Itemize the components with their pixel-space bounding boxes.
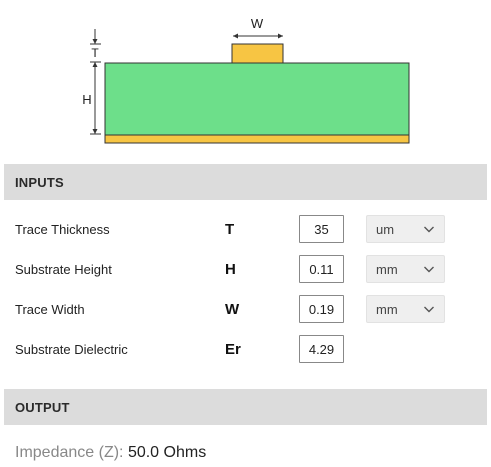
thickness-arrow-down [92,39,98,44]
height-dimension-label: H [82,92,91,107]
input-row-trace-width: Trace Width W mm [0,295,491,325]
substrate-height-symbol: H [225,261,236,278]
substrate-height-unit-select[interactable]: mm [366,255,445,283]
trace-width-unit-select[interactable]: mm [366,295,445,323]
width-arrow-right [278,33,283,39]
substrate-height-unit-value: mm [376,262,398,277]
trace-thickness-input[interactable] [299,215,344,243]
impedance-value: 50.0 Ohms [127,444,207,461]
input-row-substrate-dielectric: Substrate Dielectric Er [0,335,491,365]
width-dimension-label: W [251,16,264,31]
impedance-result: Impedance (Z): 50.0 Ohms [15,444,206,462]
trace-thickness-symbol: T [225,221,235,238]
input-row-substrate-height: Substrate Height H mm [0,255,491,285]
trace-thickness-unit-select[interactable]: um [366,215,445,243]
trace-thickness-unit-value: um [376,222,395,237]
input-row-trace-thickness: Trace Thickness T um [0,215,491,245]
trace-width-input[interactable] [299,295,344,323]
substrate [104,62,410,136]
trace-width-unit-value: mm [376,302,398,317]
trace-width-symbol: W [225,301,240,318]
chevron-down-icon [424,306,434,313]
microstrip-diagram: W T H [82,16,410,144]
chevron-down-icon [424,226,434,233]
trace-copper [231,43,284,64]
inputs-header: INPUTS [4,164,487,200]
substrate-height-label: Substrate Height [15,262,112,277]
substrate-dielectric-input[interactable] [299,335,344,363]
ground-plane [104,134,410,144]
impedance-label: Impedance (Z): [15,444,124,461]
chevron-down-icon [424,266,434,273]
trace-width-label: Trace Width [15,302,85,317]
thickness-dimension-label: T [91,46,99,60]
substrate-height-input[interactable] [299,255,344,283]
width-arrow-left [233,33,238,39]
output-header: OUTPUT [4,389,487,425]
height-arrow-down [92,129,98,134]
substrate-dielectric-symbol: Er [225,341,241,358]
trace-thickness-label: Trace Thickness [15,222,110,237]
substrate-dielectric-label: Substrate Dielectric [15,342,128,357]
